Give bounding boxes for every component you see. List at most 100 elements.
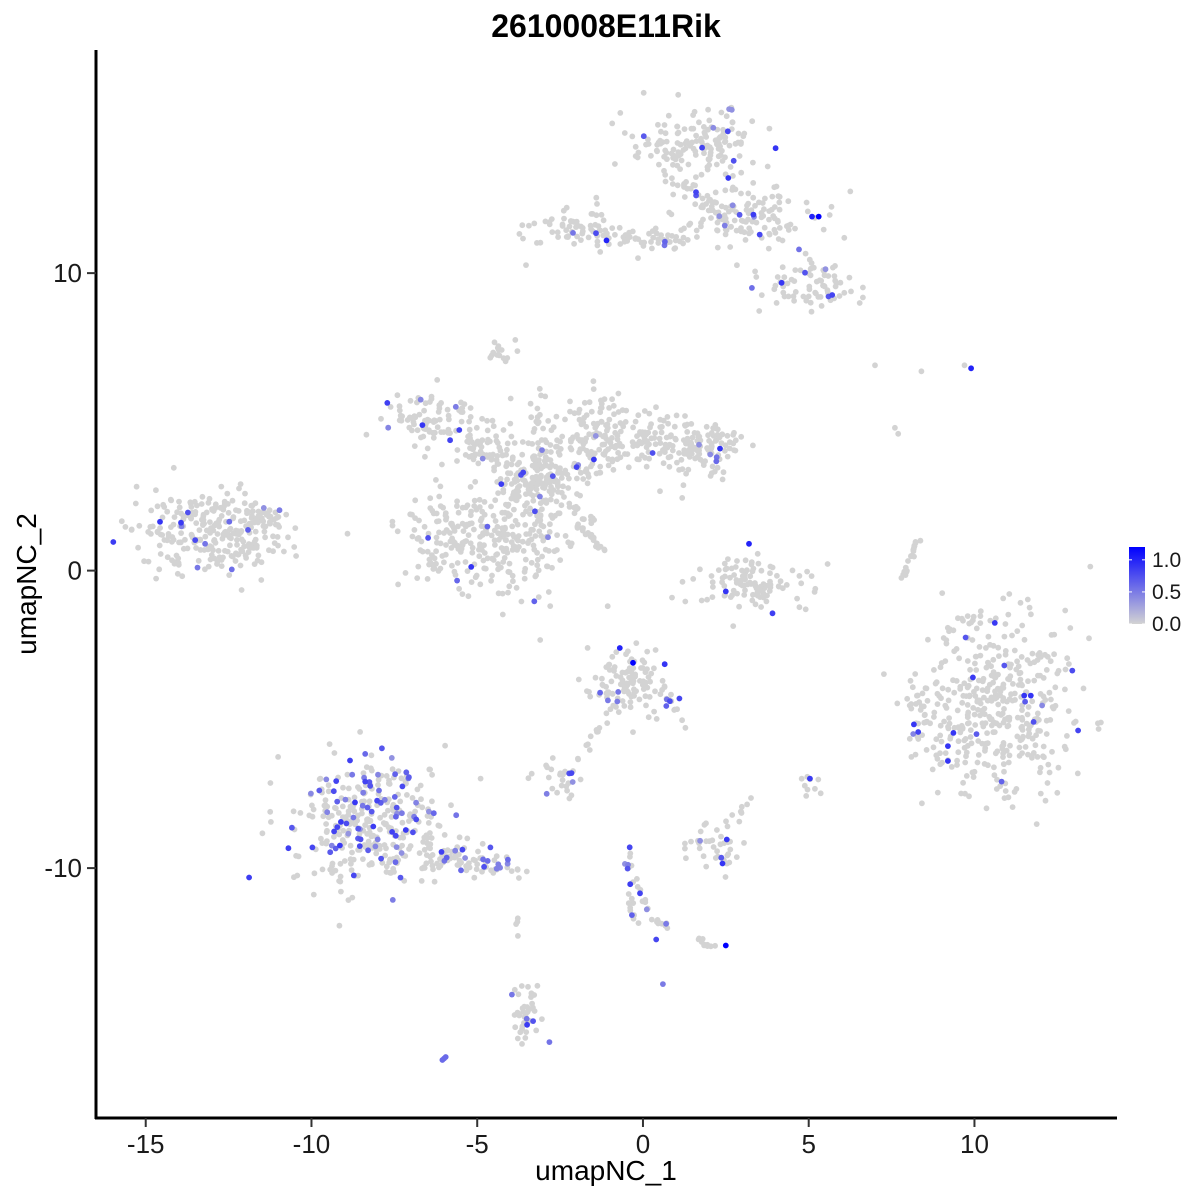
cell-point: [898, 575, 905, 581]
cell-point: [328, 812, 335, 819]
cell-point: [736, 818, 743, 825]
cell-point: [537, 451, 543, 458]
cell-point: [719, 147, 725, 154]
cell-point: [469, 549, 476, 556]
cell-point: [499, 525, 506, 532]
cell-point: [934, 690, 941, 697]
y-tick-label: 0: [68, 556, 82, 586]
cell-point: [693, 174, 699, 181]
cell-point: [514, 1035, 521, 1042]
cell-point: [636, 456, 642, 463]
cell-point: [901, 568, 908, 575]
cell-point: [154, 503, 161, 510]
cell-point: [476, 496, 483, 503]
cell-point: [337, 860, 344, 867]
cell-point: [415, 563, 422, 570]
cell-point: [712, 438, 719, 444]
cell-point: [540, 463, 547, 470]
cell-point: [975, 706, 981, 713]
cell-point: [571, 240, 577, 247]
cell-point: [188, 504, 195, 510]
cell-point: [698, 204, 705, 211]
cell-point: [419, 804, 426, 811]
cell-point: [484, 417, 490, 424]
cell-point: [535, 440, 541, 446]
cell-point: [1034, 710, 1041, 717]
cell-point: [710, 844, 717, 850]
cell-point: [222, 547, 228, 554]
cell-point: [164, 554, 171, 561]
cell-point: [709, 579, 716, 586]
cell-point: [484, 427, 491, 434]
cell-point: [545, 589, 552, 595]
cell-point: [698, 220, 704, 226]
cell-point: [993, 786, 1000, 792]
cell-point: [679, 578, 686, 585]
cell-point: [607, 706, 614, 713]
cell-point: [626, 234, 633, 241]
cell-point: [954, 762, 960, 768]
cell-point: [579, 525, 586, 532]
cell-point: [979, 687, 986, 693]
cell-point: [652, 430, 658, 436]
cell-point: [389, 829, 395, 835]
cell-point: [682, 724, 689, 731]
cell-point: [688, 838, 694, 845]
cell-point: [332, 845, 339, 852]
cell-point: [195, 557, 202, 564]
cell-point: [494, 523, 501, 530]
cell-point: [387, 404, 394, 410]
cell-point: [987, 617, 994, 624]
cell-point: [436, 529, 442, 536]
cell-point: [433, 534, 440, 541]
cell-point: [297, 810, 304, 816]
cell-point: [706, 156, 713, 162]
cell-point: [817, 294, 824, 300]
cell-point: [459, 591, 466, 597]
cell-point: [520, 511, 526, 518]
cell-point: [515, 484, 521, 491]
cell-point: [481, 863, 487, 870]
cell-point: [226, 518, 233, 525]
cell-point: [683, 440, 689, 447]
cell-point: [910, 731, 917, 737]
cell-point: [530, 497, 537, 504]
cell-point: [506, 569, 513, 576]
cell-point: [477, 775, 484, 782]
cell-point: [1021, 636, 1028, 643]
cell-point: [659, 423, 665, 430]
cell-point: [674, 459, 680, 466]
cell-point: [753, 274, 760, 280]
cell-point: [967, 734, 974, 740]
cell-point: [568, 446, 575, 453]
cell-point: [323, 776, 330, 783]
cell-point: [733, 579, 740, 586]
cell-point: [583, 447, 590, 454]
cell-point: [831, 273, 838, 279]
cell-point: [439, 461, 445, 468]
cell-point: [742, 587, 748, 594]
cell-point: [1046, 689, 1053, 696]
cell-point: [417, 396, 424, 403]
cell-point: [930, 744, 937, 751]
cell-point: [591, 456, 597, 463]
cell-point: [700, 853, 707, 860]
cell-point: [645, 136, 651, 143]
cell-point: [615, 449, 621, 456]
cell-point: [141, 558, 148, 565]
cell-point: [194, 564, 201, 571]
cell-point: [689, 434, 696, 441]
cell-point: [714, 848, 720, 855]
cell-point: [466, 418, 472, 425]
cell-point: [983, 645, 989, 651]
cell-point: [598, 211, 605, 218]
cell-point: [522, 522, 529, 528]
cell-point: [323, 821, 329, 827]
cell-point: [444, 406, 451, 413]
cell-point: [399, 413, 405, 420]
cell-point: [391, 794, 398, 800]
cell-point: [555, 488, 561, 495]
cell-point: [481, 550, 488, 556]
cell-point: [983, 740, 989, 747]
cell-point: [528, 480, 535, 486]
